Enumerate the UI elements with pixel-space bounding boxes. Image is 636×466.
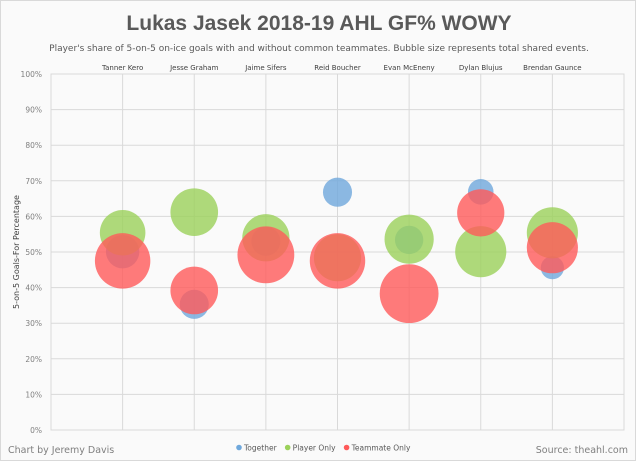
y-tick-label: 10% [25,390,42,399]
category-label: Evan McEneny [384,64,435,72]
bubble-teammate-only [237,226,295,284]
legend-label: Teammate Only [351,444,411,453]
y-tick-label: 70% [25,177,42,186]
legend: Together Player Only Teammate Only [236,444,411,453]
y-tick-label: 60% [25,212,42,221]
bubble-teammate-only [379,264,439,324]
bubble-teammate-only [526,222,578,274]
category-label: Tanner Kero [101,64,143,72]
y-tick-label: 20% [25,355,42,364]
legend-marker [236,444,242,451]
y-tick-label: 100% [21,70,42,79]
category-label: Brendan Gaunce [523,64,581,72]
bubble-player-only [455,226,507,278]
legend-label: Player Only [293,444,336,453]
gridlines [50,73,625,431]
category-label: Jaime Sifers [244,64,287,72]
y-tick-label: 0% [30,426,42,435]
category-label: Jesse Graham [169,64,219,72]
y-tick-label: 30% [25,319,42,328]
chart-subtitle: Player's share of 5-on-5 on-ice goals wi… [49,44,589,54]
bubble-teammate-only [457,189,505,237]
category-label: Reid Boucher [314,64,361,72]
y-tick-labels: 0% 10% 20% 30% 40% 50% 60% 70% 80% 90% 100% [21,70,42,435]
y-tick-label: 50% [25,248,42,257]
bubbles [94,177,578,324]
bubble-teammate-only [94,233,151,289]
y-tick-label: 40% [25,284,42,293]
y-tick-label: 80% [25,141,42,150]
category-label: Dylan Blujus [459,64,503,72]
category-labels: Tanner Kero Jesse Graham Jaime Sifers Reid … [101,64,582,72]
bubble-player-only [384,214,434,264]
credit-text: Chart by Jeremy Davis [8,445,114,456]
y-axis-title: 5-on-5 Goals-For Percentage [12,195,21,309]
source-text: Source: theahl.com [536,445,628,456]
legend-marker [343,444,350,451]
chart-title: Lukas Jasek 2018-19 AHL GF% WOWY [126,12,511,35]
bubble-player-only [170,188,219,236]
bubble-teammate-only [309,233,366,289]
bubble-together [322,177,353,207]
y-tick-label: 90% [25,106,42,115]
legend-marker [284,444,291,451]
bubble-teammate-only [170,266,219,315]
legend-label: Together [243,444,278,453]
